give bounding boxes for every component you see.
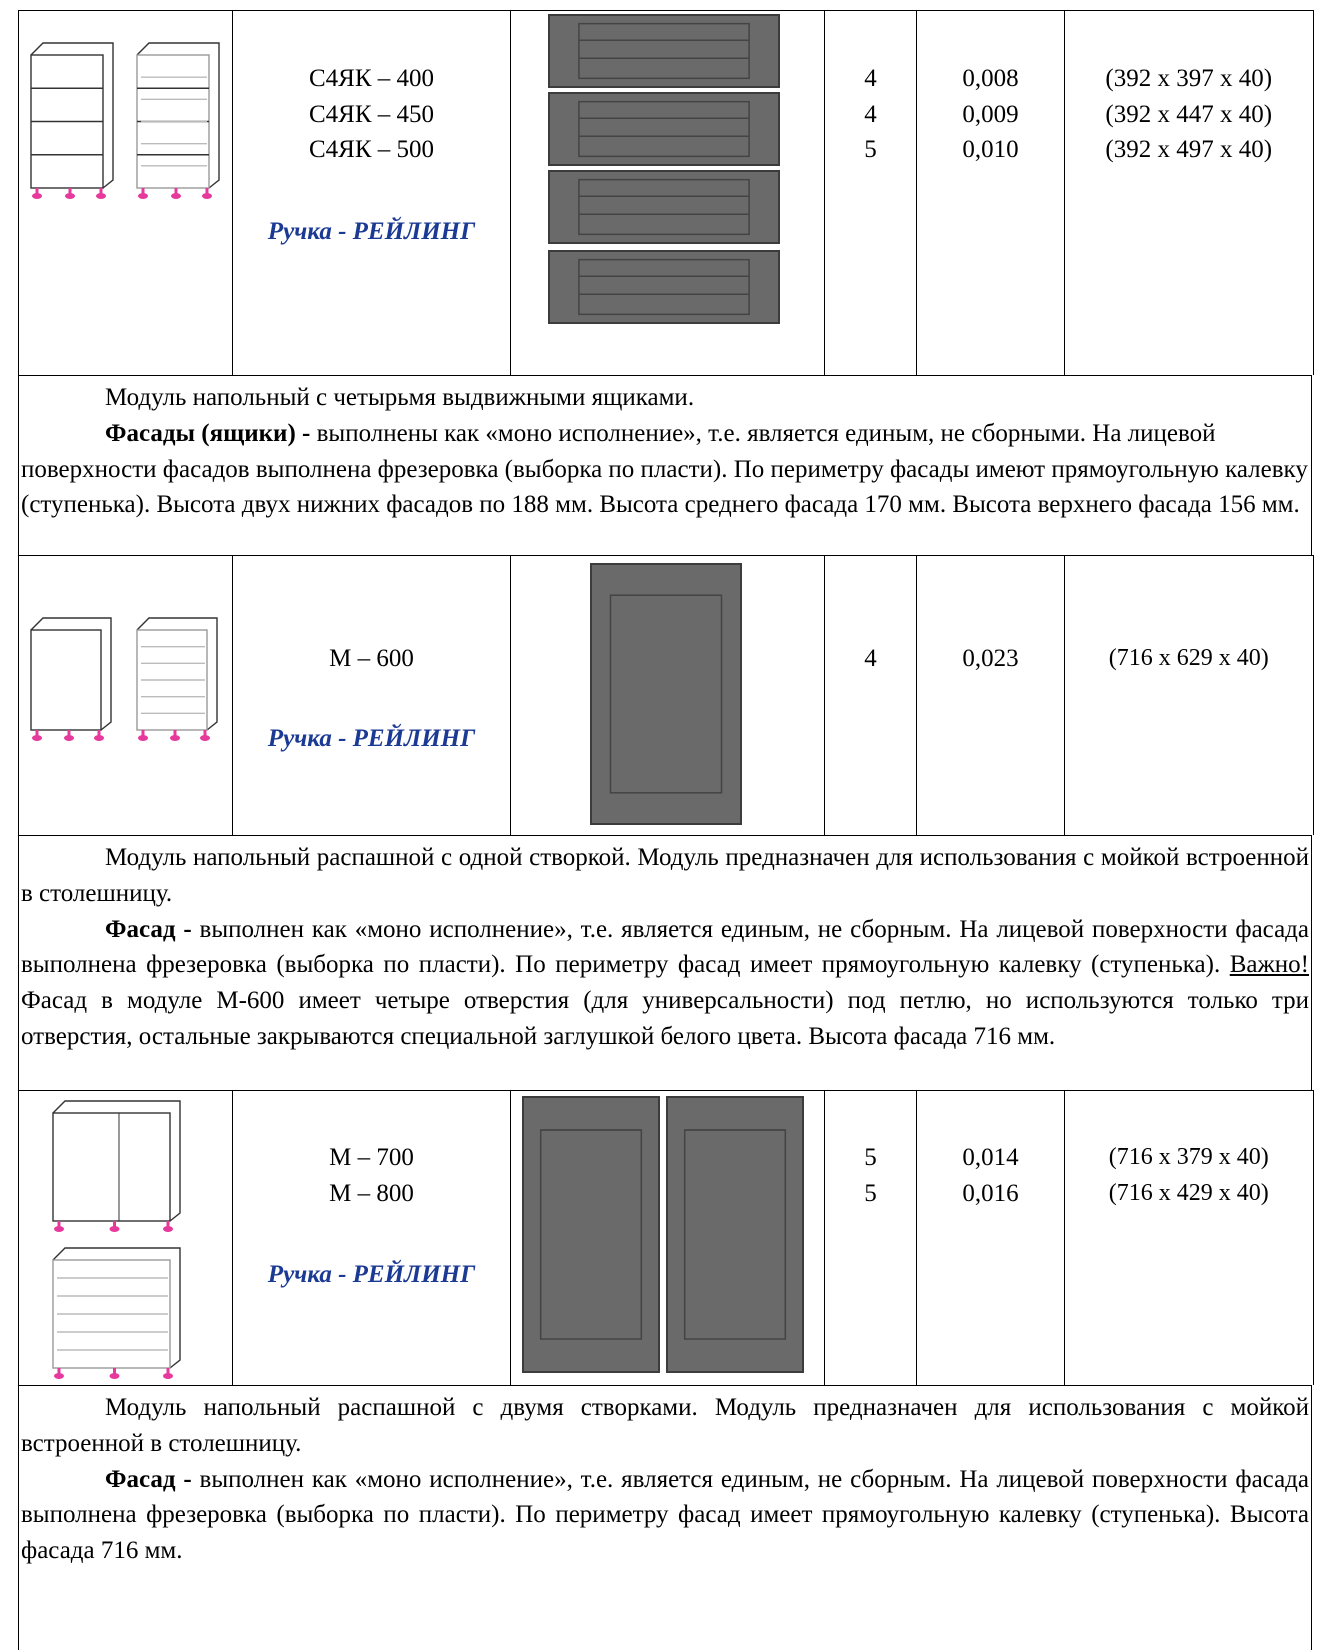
illustration xyxy=(590,563,742,825)
paragraph: Модуль напольный распашной с двумя створ… xyxy=(21,1390,1309,1462)
table-cell: М – 700 М – 800 Ручка - РЕЙЛИНГ xyxy=(232,1090,510,1385)
table-cell xyxy=(18,1090,232,1385)
text: Модуль напольный распашной с одной створ… xyxy=(21,844,1309,907)
model-names-line: М – 800 xyxy=(329,1179,414,1207)
description: Модуль напольный распашной с двумя створ… xyxy=(18,1385,1312,1650)
volumes: 0,014 0,016 xyxy=(917,1140,1064,1211)
table-cell: 0,023 xyxy=(916,555,1064,835)
illustration xyxy=(30,617,112,741)
model-names-line: С4ЯК – 400 xyxy=(308,65,435,92)
model-names-line: М – 700 xyxy=(329,1144,414,1171)
model-names: М – 700 М – 800 xyxy=(233,1140,510,1211)
paragraph: Фасад - выполнен как «моно исполнение», … xyxy=(21,912,1309,1055)
text: выполнен как «моно исполнение», т.е. явл… xyxy=(21,915,1309,979)
illustration xyxy=(136,617,218,741)
volumes-line: 0,016 xyxy=(962,1179,1019,1207)
quantities-line: 5 xyxy=(864,1144,877,1171)
dimensions-line: (716 x 379 x 40) xyxy=(1108,1144,1269,1170)
paragraph: Модуль напольный распашной с одной створ… xyxy=(21,840,1309,912)
volumes-line: 0,009 xyxy=(962,100,1019,128)
description: Модуль напольный с четырьмя выдвижными я… xyxy=(18,375,1312,555)
table-cell: 4 xyxy=(824,555,916,835)
quantities-line: 5 xyxy=(864,136,877,163)
volumes-line: 0,023 xyxy=(962,645,1019,672)
table-cell xyxy=(18,555,232,835)
table-cell: (716 x 379 x 40) (716 x 429 x 40) xyxy=(1064,1090,1314,1385)
table-cell xyxy=(510,1090,824,1385)
illustration xyxy=(136,42,220,199)
model-names: С4ЯК – 400 С4ЯК – 450 С4ЯК – 500 xyxy=(233,61,510,168)
table-cell xyxy=(18,10,232,375)
document: С4ЯК – 400 С4ЯК – 450 С4ЯК – 500 Ручка - РЕ… xyxy=(18,10,1314,1650)
model-names: М – 600 xyxy=(233,641,510,677)
text: Фасад в модуле М-600 имеет четыре отверс… xyxy=(21,987,1309,1050)
table-cell: С4ЯК – 400 С4ЯК – 450 С4ЯК – 500 Ручка - РЕ… xyxy=(232,10,510,375)
model-names-line: С4ЯК – 450 xyxy=(308,100,435,128)
illustration xyxy=(52,1100,181,1232)
dimensions-line: (392 x 497 x 40) xyxy=(1105,136,1273,163)
volumes: 0,023 xyxy=(917,641,1064,677)
text: выполнен как «моно исполнение», т.е. явл… xyxy=(21,1465,1309,1565)
illustration xyxy=(52,1247,181,1379)
quantities-line: 4 xyxy=(864,645,877,672)
description: Модуль напольный распашной с одной створ… xyxy=(18,835,1312,1090)
handle-note: Ручка - РЕЙЛИНГ xyxy=(267,1261,476,1288)
volumes-line: 0,014 xyxy=(962,1144,1019,1171)
quantities-line: 4 xyxy=(864,65,877,92)
quantities: 4 xyxy=(825,641,916,677)
bold-lead: Фасад - xyxy=(105,915,192,943)
table-cell: М – 600 Ручка - РЕЙЛИНГ xyxy=(232,555,510,835)
underlined-text: Важно! xyxy=(1229,951,1309,979)
bold-lead: Фасады (ящики) - xyxy=(105,419,311,447)
handle-note: Ручка - РЕЙЛИНГ xyxy=(267,218,476,245)
table-cell: (716 x 629 x 40) xyxy=(1064,555,1314,835)
illustration xyxy=(548,14,780,324)
table-cell: 4 4 5 xyxy=(824,10,916,375)
quantities: 4 4 5 xyxy=(825,61,916,168)
text: выполнены как «моно исполнение», т.е. яв… xyxy=(21,419,1308,519)
dimensions-line: (392 x 397 x 40) xyxy=(1105,65,1273,92)
bold-lead: Фасад - xyxy=(105,1465,192,1493)
illustration xyxy=(30,42,114,199)
quantities-line: 4 xyxy=(864,100,877,128)
table-cell: 0,014 0,016 xyxy=(916,1090,1064,1385)
paragraph: Фасад - выполнен как «моно исполнение», … xyxy=(21,1462,1309,1569)
dimensions-line: (392 x 447 x 40) xyxy=(1105,100,1273,128)
table-cell xyxy=(510,555,824,835)
model-names-line: С4ЯК – 500 xyxy=(308,136,435,163)
model-names-line: М – 600 xyxy=(329,645,414,672)
dimensions: (392 x 397 x 40) (392 x 447 x 40) (392 x 4… xyxy=(1065,61,1313,168)
dimensions-line: (716 x 629 x 40) xyxy=(1108,645,1269,671)
dimensions: (716 x 629 x 40) xyxy=(1065,641,1313,677)
text: Модуль напольный с четырьмя выдвижными я… xyxy=(105,384,695,411)
quantities-line: 5 xyxy=(864,1179,877,1207)
text: Модуль напольный распашной с двумя створ… xyxy=(21,1394,1309,1457)
paragraph: Фасады (ящики) - выполнены как «моно исп… xyxy=(21,416,1309,523)
volumes-line: 0,008 xyxy=(962,65,1019,92)
handle-note: Ручка - РЕЙЛИНГ xyxy=(267,725,476,752)
dimensions: (716 x 379 x 40) (716 x 429 x 40) xyxy=(1065,1140,1313,1211)
paragraph: Модуль напольный с четырьмя выдвижными я… xyxy=(21,380,1309,416)
volumes: 0,008 0,009 0,010 xyxy=(917,61,1064,168)
volumes-line: 0,010 xyxy=(962,136,1019,163)
table-cell: 0,008 0,009 0,010 xyxy=(916,10,1064,375)
table-cell: (392 x 397 x 40) (392 x 447 x 40) (392 x 4… xyxy=(1064,10,1314,375)
dimensions-line: (716 x 429 x 40) xyxy=(1108,1179,1269,1206)
illustration xyxy=(522,1096,804,1373)
table-cell xyxy=(510,10,824,375)
